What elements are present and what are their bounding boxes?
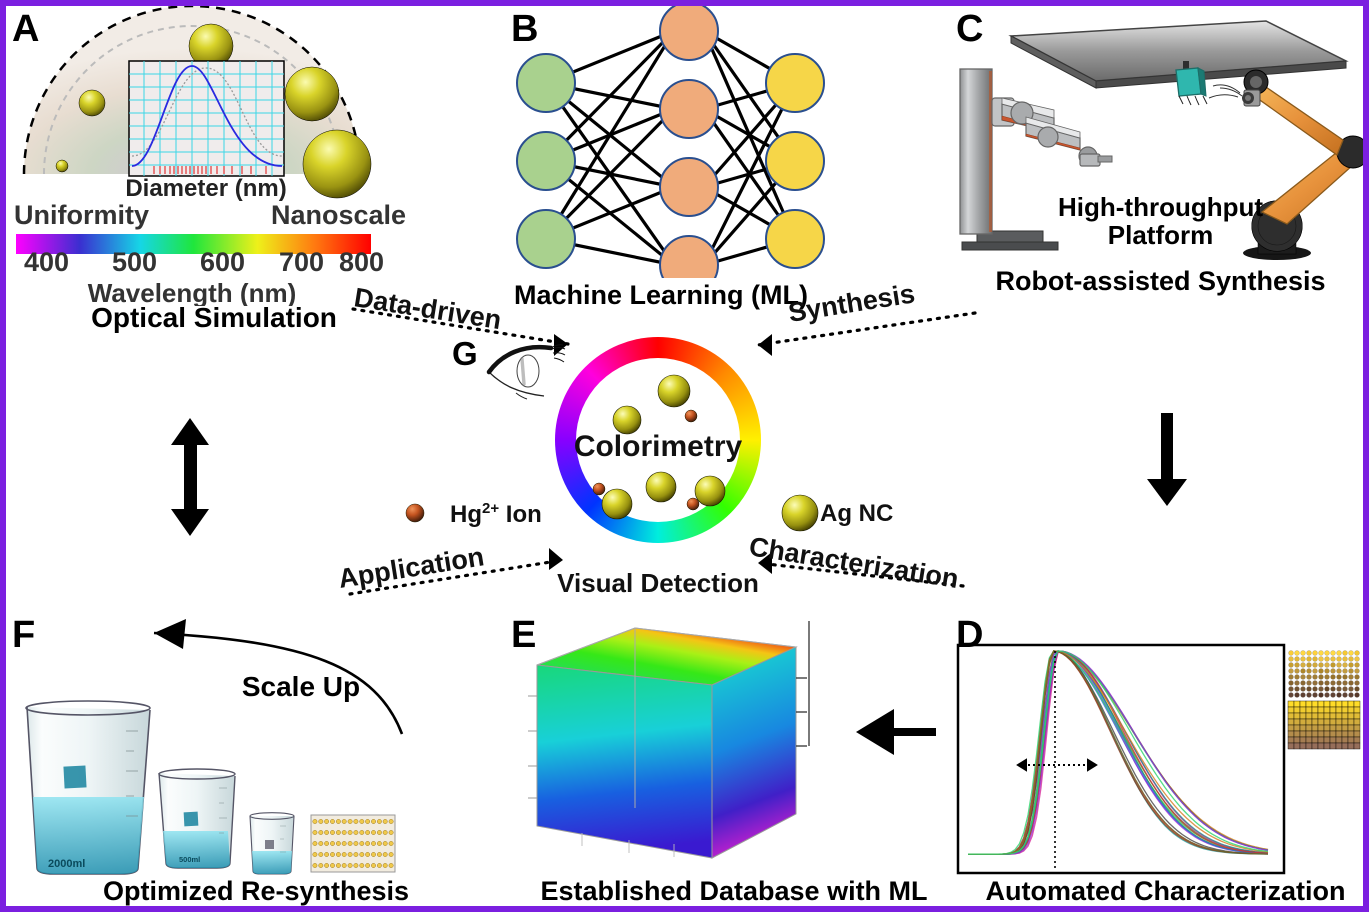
svg-text:G: G [452, 335, 478, 372]
